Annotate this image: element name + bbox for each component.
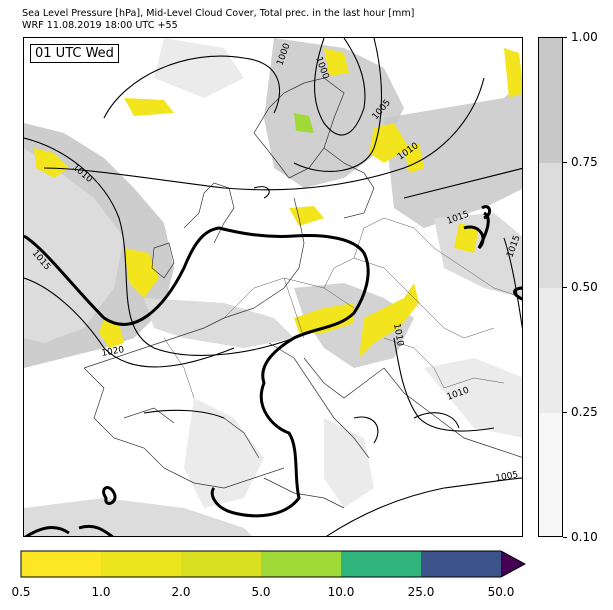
prec-cbar-seg — [261, 551, 341, 577]
cloud-cbar-seg-4 — [539, 413, 562, 536]
precipitation-colorbar — [20, 550, 526, 578]
precipitation-layer — [34, 48, 522, 358]
prec-cbar-outline — [20, 550, 526, 578]
prec-cbar-seg — [421, 551, 501, 577]
prec-cbar-seg — [341, 551, 421, 577]
forecast-time-badge: 01 UTC Wed — [30, 44, 119, 63]
prec-cbar-label: 2.0 — [171, 585, 191, 599]
prec-cbar-label: 50.0 — [487, 585, 515, 599]
prec-cbar-label: 1.0 — [91, 585, 111, 599]
prec-cbar-seg — [21, 551, 101, 577]
prec-cbar-seg — [181, 551, 261, 577]
isobar-label: 1020 — [101, 345, 126, 359]
cloud-cbar-label: 0.10 — [571, 530, 598, 544]
cloud-cbar-seg-1 — [539, 38, 562, 163]
cloud-cbar-label: 0.75 — [571, 155, 598, 169]
cloud-cbar-tick — [563, 412, 567, 413]
cloud-cbar-tick — [563, 37, 567, 38]
isobar-layer — [24, 38, 522, 536]
cloud-cbar-label: 0.25 — [571, 405, 598, 419]
prec-cbar-label: 10.0 — [327, 585, 355, 599]
cloud-cbar-label: 0.50 — [571, 280, 598, 294]
prec-cbar-extend-arrow — [501, 551, 525, 577]
map-title-line-2: WRF 11.08.2019 18:00 UTC +55 — [22, 20, 178, 31]
isobar-label: 1010 — [391, 323, 405, 348]
map-title-line-1: Sea Level Pressure [hPa], Mid-Level Clou… — [22, 8, 415, 19]
prec-cbar-seg — [101, 551, 181, 577]
border-layer — [163, 217, 522, 399]
cloud-cover-colorbar — [538, 37, 563, 537]
cloud-cbar-tick — [563, 287, 567, 288]
cloud-cover-layer — [24, 38, 522, 536]
prec-cbar-label: 0.5 — [11, 585, 31, 599]
weather-map: 1000 1000 1005 1010 1010 1015 1015 1015 … — [23, 37, 523, 537]
map-canvas: 1000 1000 1005 1010 1010 1015 1015 1015 … — [24, 38, 522, 536]
cloud-cbar-seg-3 — [539, 288, 562, 413]
cloud-cbar-label: 1.00 — [571, 30, 598, 44]
prec-cbar-label: 25.0 — [407, 585, 435, 599]
isobar-1015-layer — [24, 205, 522, 536]
cloud-cbar-tick — [563, 162, 567, 163]
prec-cbar-label: 5.0 — [251, 585, 271, 599]
cloud-cbar-tick — [563, 537, 567, 538]
cloud-cbar-seg-2 — [539, 163, 562, 288]
isobar-label: 1005 — [495, 470, 519, 484]
